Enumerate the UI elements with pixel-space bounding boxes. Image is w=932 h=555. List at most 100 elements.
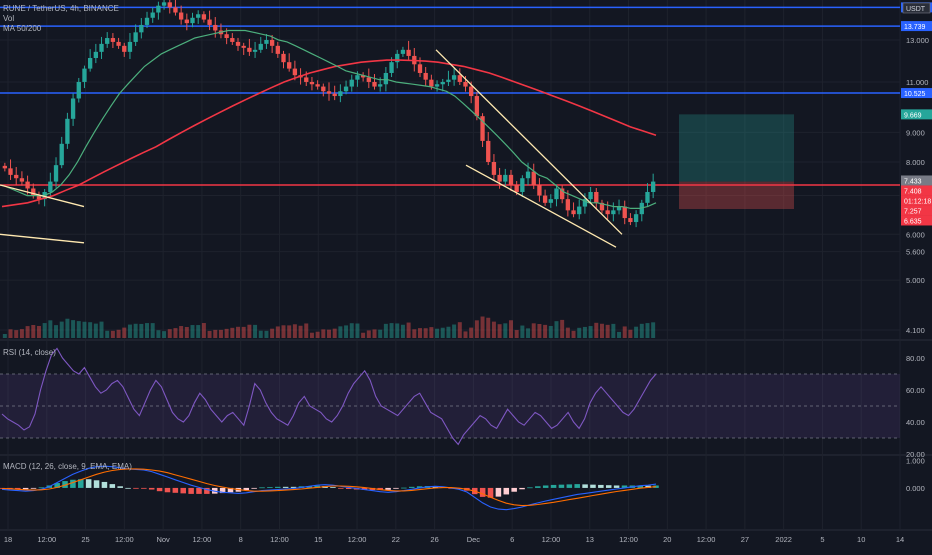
macd-histogram-bar [393,487,399,489]
candle-body [372,81,377,87]
candle-body [304,77,309,82]
candle-body [383,72,389,85]
trendline [435,49,623,235]
volume-bar [452,324,457,338]
time-tick-label: 12:00 [697,535,716,544]
ma-legend[interactable]: MA 50/200 [3,23,41,34]
volume-bar [565,327,570,338]
macd-histogram-bar [527,487,533,489]
time-tick-label: 12:00 [193,535,212,544]
volume-bar [36,325,41,338]
candle-body [70,98,76,119]
level-badge-label: 13.739 [904,24,926,31]
symbol-legend[interactable]: RUNE / TetherUS, 4h, BINANCE [3,3,119,14]
candle-body [105,38,110,44]
volume-bar [520,325,525,338]
volume-bar [281,325,286,338]
volume-bar [378,329,383,338]
position-stop-zone [679,181,794,210]
macd-histogram-bar [148,487,155,490]
volume-bar [241,326,246,338]
volume-legend[interactable]: Vol [3,13,14,24]
macd-histogram-bar [275,486,281,488]
candle-body [395,53,400,63]
volume-bar [332,328,337,338]
time-tick-label: 15 [314,535,322,544]
macd-histogram-bar [338,487,344,489]
candle-body [309,81,315,85]
volume-bar [145,323,150,338]
macd-histogram-bar [38,487,45,489]
candle-body [315,84,320,87]
volume-bar [298,325,303,338]
volume-bar [82,321,87,338]
time-tick-label: 6 [510,535,514,544]
macd-histogram-bar [156,487,163,492]
macd-histogram-bar [267,487,273,488]
macd-histogram-bar [566,484,573,488]
candle-body [497,174,502,182]
candle-body [99,43,104,52]
ma50-line [1,29,657,209]
candle-body [144,17,150,25]
candle-body [486,140,491,162]
macd-histogram-bar [101,481,108,488]
rsi-legend[interactable]: RSI (14, close) [3,347,56,358]
macd-histogram-bar [93,480,100,488]
candle-body [355,75,360,80]
candle-body [525,171,531,179]
volume-bar [389,323,394,338]
trendline [0,184,85,208]
macd-histogram-bar [590,484,596,488]
volume-bar [184,326,189,338]
price-tick-label: 11.000 [906,78,928,87]
candle-body [457,75,462,82]
volume-bar [105,330,110,338]
volume-bar [486,317,491,338]
candle-body [8,168,13,175]
candle-body [326,91,332,94]
macd-histogram-bar [62,481,68,488]
volume-bar [469,327,474,338]
candle-body [560,188,565,200]
candle-body [469,86,474,97]
price-tick-label: 5.600 [906,248,925,257]
volume-bar [537,324,542,338]
candle-body [178,12,184,20]
axis-badge-label: 9.669 [904,112,922,119]
time-tick-label: 26 [430,535,438,544]
macd-histogram-bar [227,487,234,493]
volume-bar [622,326,627,338]
time-tick-label: 12:00 [619,535,638,544]
candle-body [622,206,627,219]
macd-histogram-bar [377,487,383,491]
volume-bar [31,325,36,338]
candle-body [480,116,485,141]
macd-histogram-bar [314,485,320,488]
candle-body [451,75,457,80]
volume-bar [508,320,513,338]
volume-bar [594,322,599,338]
macd-legend[interactable]: MACD (12, 26, close, 9, EMA, EMA) [3,461,132,472]
volume-bar [366,330,371,338]
volume-bar [116,329,121,338]
candle-body [389,62,394,73]
volume-bar [634,326,639,338]
volume-bar [497,324,502,338]
volume-bar [71,320,76,338]
macd-histogram-bar [479,487,486,497]
macd-histogram-bar [511,487,517,492]
candle-body [19,178,25,182]
volume-bar [54,325,59,338]
volume-bar [651,322,656,338]
candle-body [241,45,246,48]
macd-histogram-bar [582,484,588,488]
candle-body [213,24,218,31]
volume-bar [292,324,297,338]
volume-bar [412,329,417,338]
volume-bar [548,325,553,338]
time-tick-label: 2022 [775,535,792,544]
macd-histogram-bar [219,487,226,494]
